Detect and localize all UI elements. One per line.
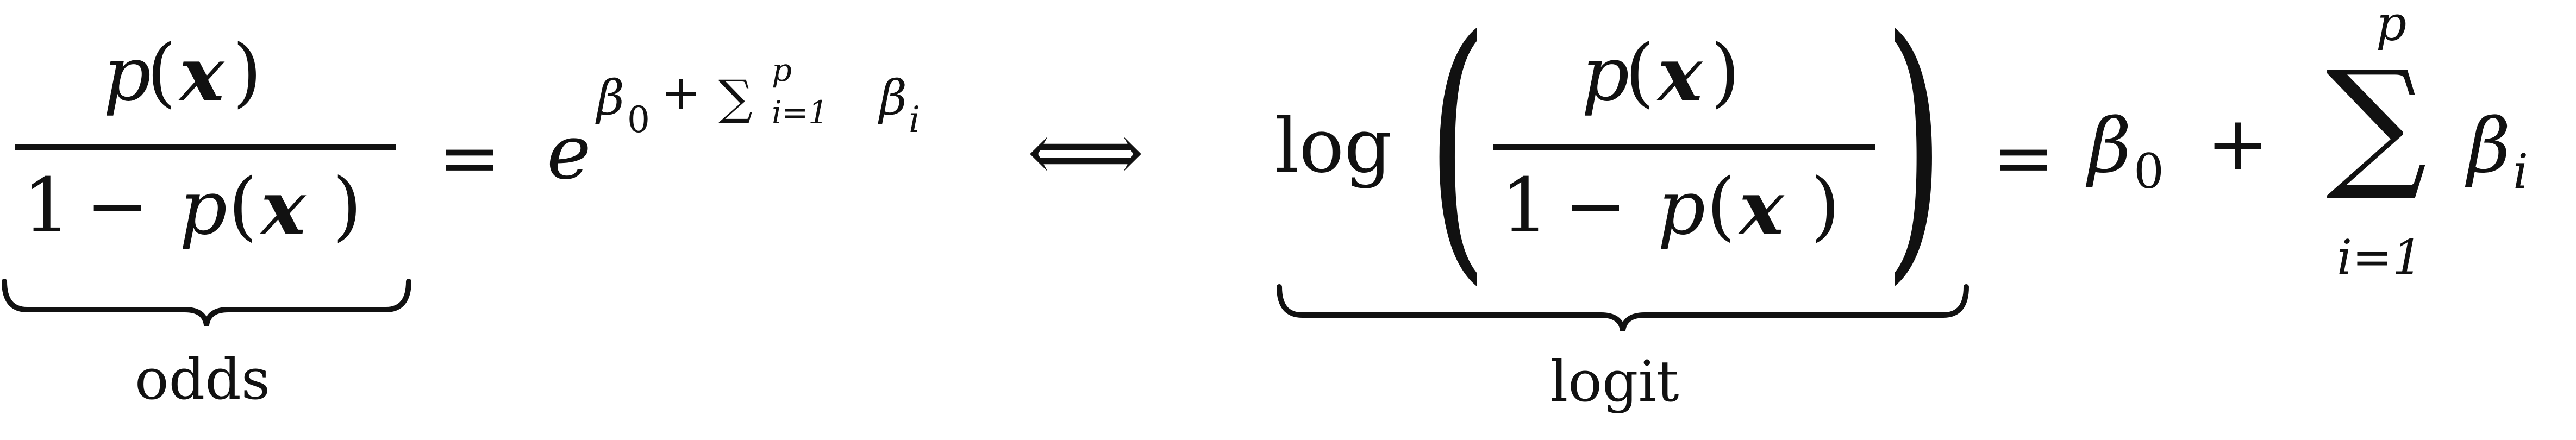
log-operator: log	[1275, 102, 1392, 190]
logit-num-p: p	[1581, 30, 1630, 118]
equals-sign-1: =	[438, 114, 501, 202]
rhs-plus: +	[2206, 100, 2269, 187]
exp-plus: +	[661, 64, 701, 120]
rhs-sum: ∑	[2326, 41, 2427, 205]
log-right-paren: )	[1884, 0, 1944, 309]
odds-label: odds	[135, 346, 271, 412]
equals-sign-2: =	[1992, 114, 2055, 202]
lhs-den-close-paren: )	[333, 162, 362, 249]
logit-fraction-bar	[1493, 144, 1875, 150]
logit-den-x: x	[1739, 164, 1784, 252]
logit-den-open-paren: (	[1706, 162, 1736, 249]
logit-num-open-paren: (	[1625, 28, 1654, 116]
rhs-beta-0-sub: 0	[2134, 143, 2164, 199]
lhs-num-p: p	[103, 30, 152, 118]
odds-underbrace	[2, 279, 411, 326]
logit-den-one: 1	[1501, 162, 1549, 249]
exp-beta-i: β	[879, 70, 907, 125]
lhs-den-one: 1	[23, 162, 71, 249]
logit-den-p: p	[1658, 164, 1706, 252]
logit-den-close-paren: )	[1811, 162, 1840, 249]
lhs-den-p: p	[179, 164, 228, 252]
lhs-num-open-paren: (	[147, 28, 176, 116]
exp-beta-0-sub: 0	[627, 99, 650, 141]
exp-beta-0: β	[597, 70, 624, 125]
rhs-beta-i: β	[2467, 102, 2511, 190]
logit-num-close-paren: )	[1711, 28, 1740, 116]
logit-label: logit	[1550, 348, 1679, 414]
rhs-sum-sup: p	[2376, 0, 2407, 52]
log-left-paren: (	[1427, 0, 1488, 309]
lhs-num-x: x	[179, 30, 224, 118]
iff-arrow: ⟺	[1027, 105, 1145, 200]
logit-underbrace	[1277, 284, 1969, 331]
exp-base-e: e	[547, 109, 591, 196]
rhs-beta-i-sub: i	[2513, 143, 2529, 199]
lhs-den-minus: −	[86, 162, 149, 249]
logit-num-x: x	[1658, 30, 1703, 118]
lhs-den-open-paren: (	[228, 162, 258, 249]
exp-beta-i-sub: i	[909, 99, 921, 141]
lhs-num-close-paren: )	[233, 28, 262, 116]
lhs-fraction-bar	[15, 144, 396, 150]
rhs-beta-0: β	[2088, 102, 2131, 190]
rhs-sum-sub: i=1	[2337, 229, 2423, 285]
lhs-den-x: x	[261, 164, 306, 252]
logit-den-minus: −	[1564, 162, 1627, 249]
exp-sum-sup: p	[772, 52, 792, 89]
exp-sum-sub: i=1	[772, 94, 829, 131]
exp-sum: ∑	[718, 70, 753, 125]
